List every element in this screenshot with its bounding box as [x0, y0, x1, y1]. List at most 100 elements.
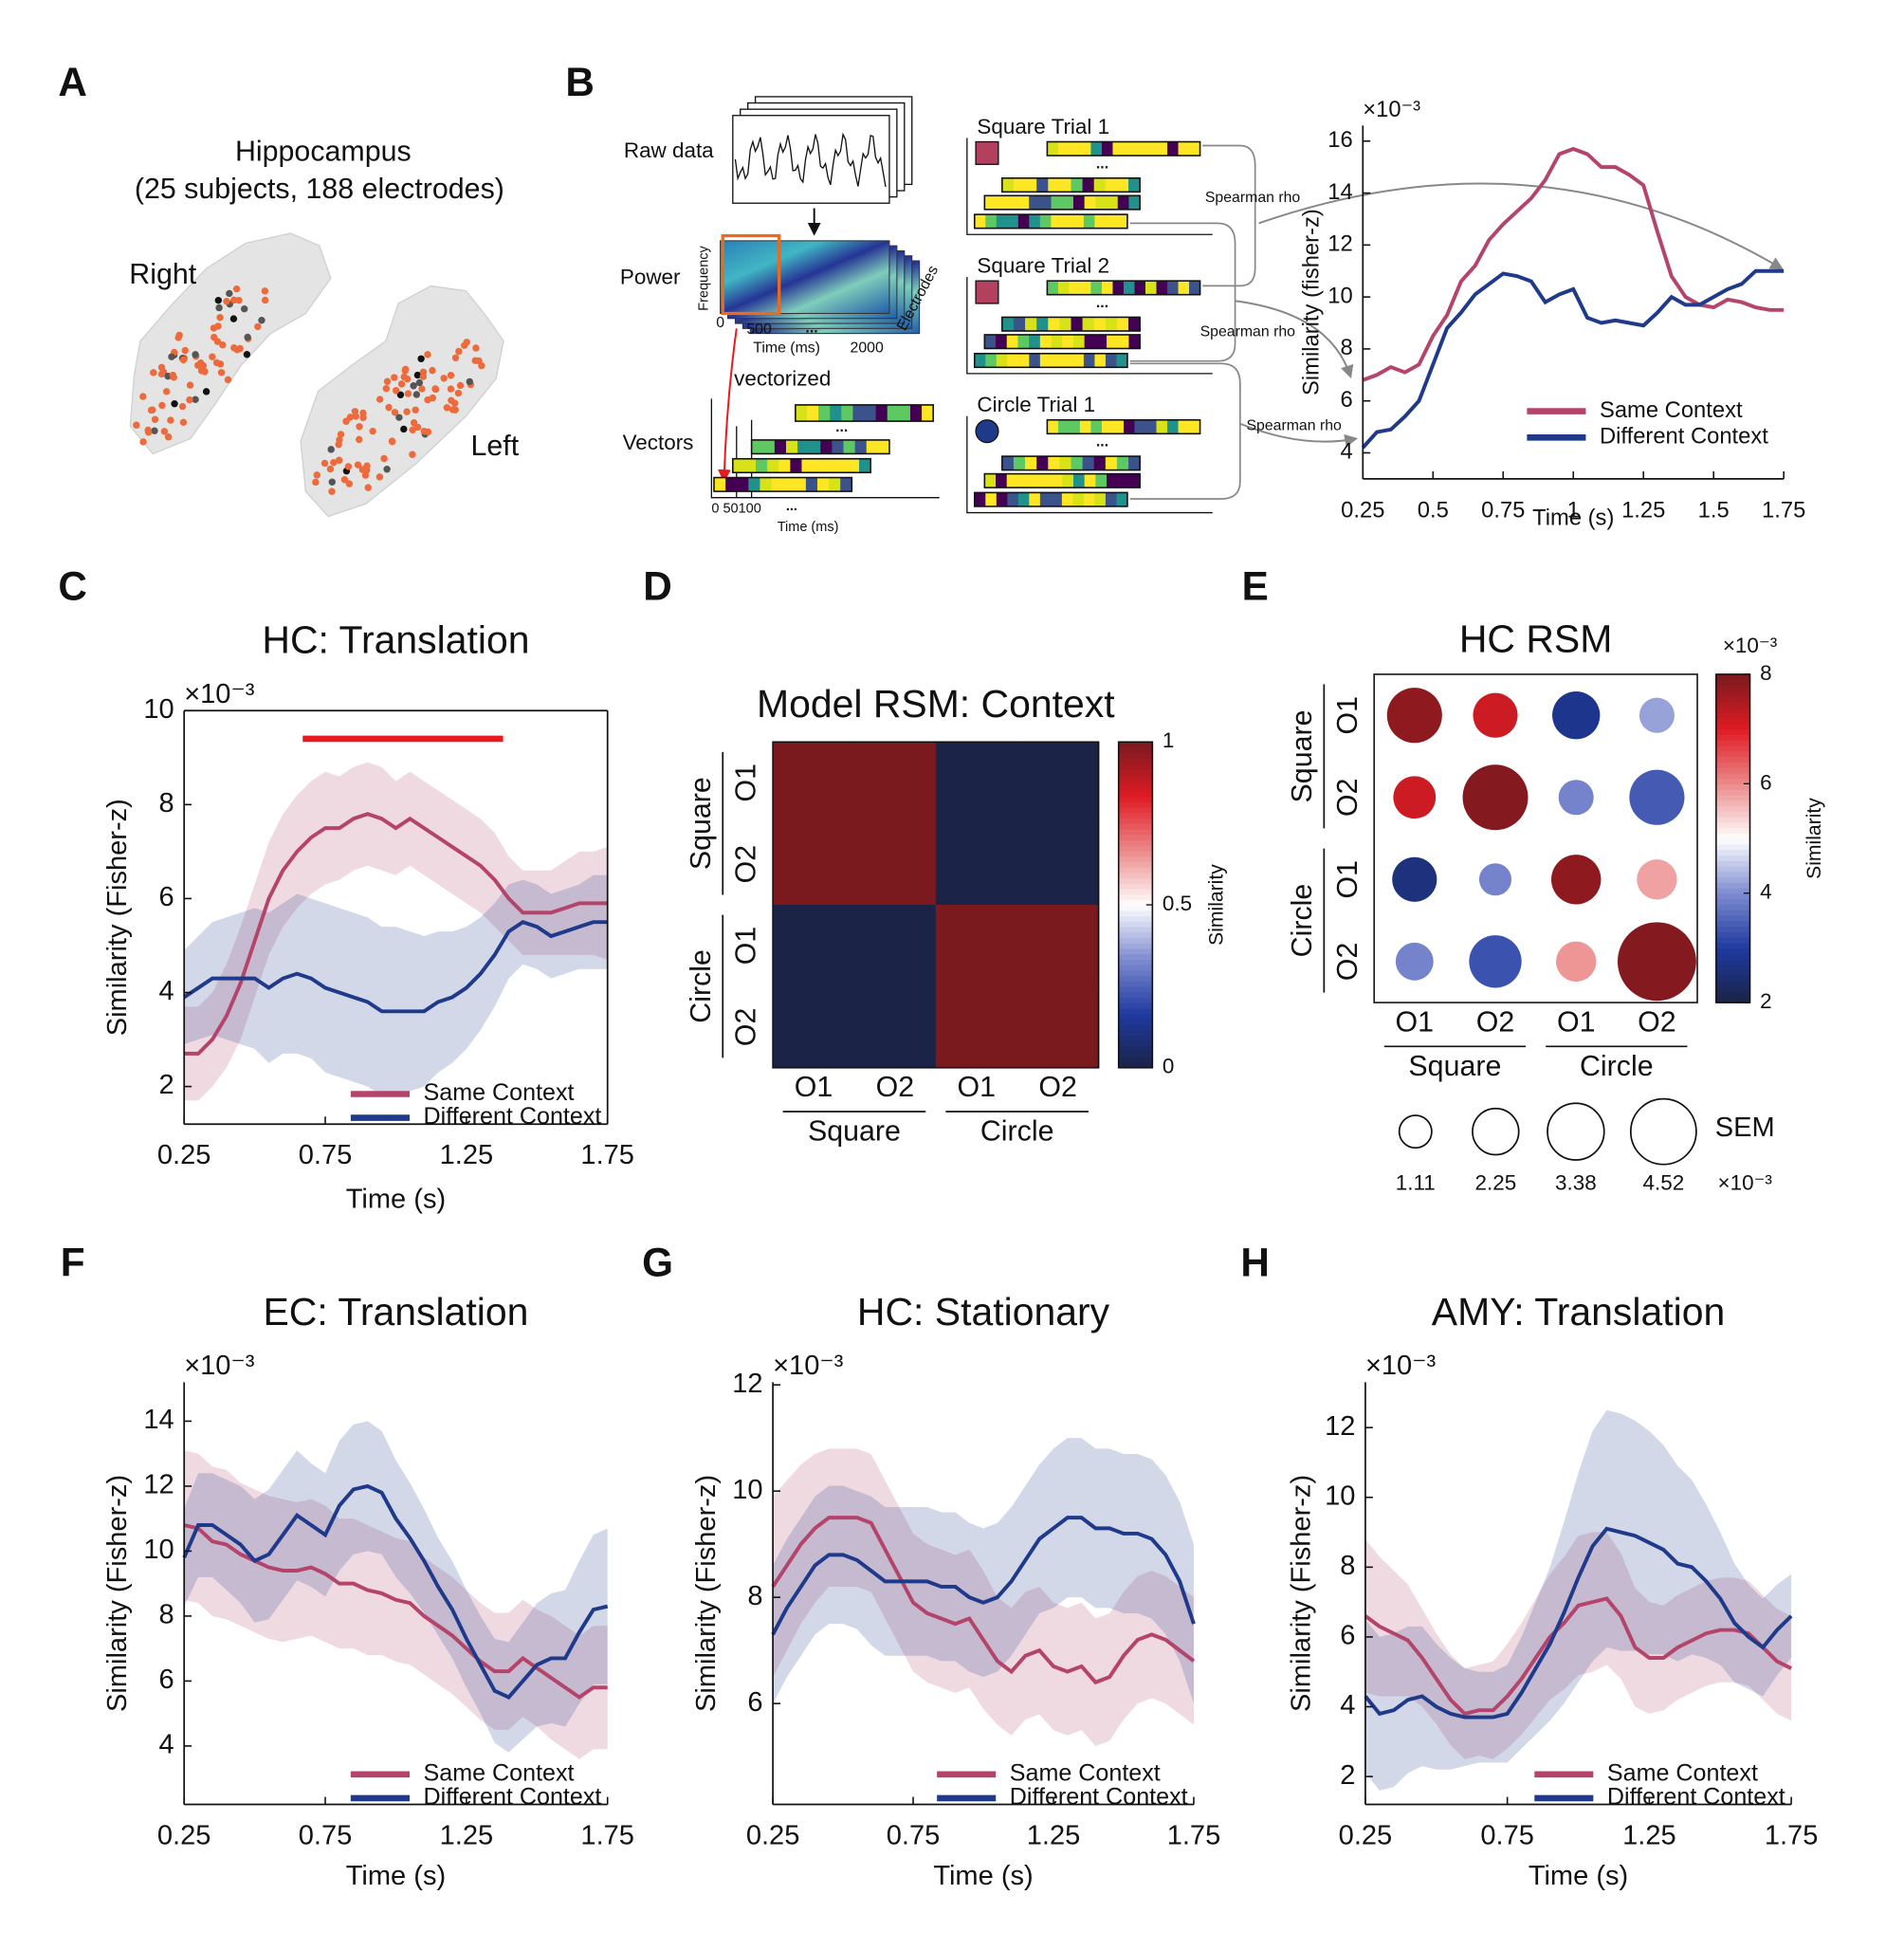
vector-segment: [1059, 177, 1072, 193]
vector-bar: [795, 404, 934, 422]
line: [1361, 268, 1785, 450]
chart-title: HC RSM: [1459, 616, 1612, 660]
y-multiplier: ×10⁻³: [773, 1351, 844, 1381]
vector-segment: [1105, 456, 1118, 470]
vector-segment: [1107, 195, 1119, 210]
electrode: [472, 344, 480, 352]
panel-letter: G: [642, 1241, 673, 1285]
label: Raw data: [624, 138, 714, 162]
y-tick-label: 8: [1340, 1551, 1355, 1581]
vector-segment: [1013, 317, 1026, 331]
label: Power: [620, 265, 681, 288]
trial-axis: [966, 277, 1213, 375]
colorbar-step: [1715, 756, 1750, 763]
vector-segment: [1072, 195, 1086, 210]
colorbar-step: [1118, 1029, 1153, 1037]
colorbar-step: [1715, 783, 1750, 790]
vector-bar: [1046, 140, 1201, 156]
vector-segment: [1094, 353, 1107, 368]
electrode: [461, 341, 468, 350]
y-tick-label: 4: [158, 1730, 174, 1760]
row-label: O2: [730, 845, 762, 884]
colorbar-step: [1118, 834, 1153, 840]
vector-segment: [1101, 419, 1114, 434]
vector-segment: [806, 404, 819, 422]
vector-segment: [1082, 456, 1095, 470]
panel-letter: C: [58, 563, 87, 608]
error-band: [773, 1438, 1194, 1704]
vector-segment: [1051, 195, 1063, 210]
vector-segment: [782, 477, 796, 492]
y-tick-label: 6: [158, 882, 174, 912]
electrode: [429, 366, 436, 375]
vector-segment: [847, 458, 860, 473]
heatmap-cell: [853, 742, 937, 824]
size-legend-title: SEM: [1715, 1113, 1775, 1143]
vector-segment: [1017, 492, 1030, 506]
vector-segment: [875, 404, 888, 422]
vector-segment: [1006, 334, 1018, 349]
vector-segment: [1051, 214, 1063, 229]
vector-segment: [1057, 141, 1070, 156]
vector-segment: [816, 477, 830, 492]
vector-segment: [1039, 473, 1053, 488]
vector-segment: [1189, 281, 1201, 295]
electrode: [344, 463, 353, 470]
colorbar-step: [1118, 1051, 1153, 1058]
vector-segment: [1178, 281, 1190, 295]
y-axis-label: Similarity (fisher-z): [1299, 209, 1325, 396]
electrode: [375, 473, 384, 481]
legend-label: Same Context: [1010, 1759, 1161, 1786]
left-hippocampus: [300, 285, 504, 518]
vector-segment: [996, 195, 1008, 210]
x-tick-label: 1.75: [1765, 1821, 1819, 1851]
row-group-label: Circle: [1286, 884, 1318, 958]
electrode: [223, 298, 230, 305]
vector-segment: [1101, 281, 1114, 295]
panel-letter: B: [565, 60, 595, 104]
electrode: [417, 355, 425, 362]
legend-label: Same Context: [1607, 1759, 1758, 1786]
bubble: [1639, 697, 1675, 733]
vector-segment: [1047, 281, 1059, 295]
y-tick-label: 6: [1340, 1621, 1355, 1651]
vector-segment: [1017, 353, 1030, 368]
x-tick-label: 0.75: [1481, 497, 1525, 523]
electrode: [261, 296, 269, 304]
vector-segment: [832, 439, 845, 454]
electrode: [336, 456, 343, 464]
electrode: [330, 458, 338, 467]
row-group-label: Circle: [685, 949, 717, 1023]
vector-segment: [1156, 281, 1168, 295]
electrode: [447, 385, 455, 393]
colorbar-step: [1715, 865, 1750, 873]
vector-segment: [795, 404, 808, 422]
vector-bar: [983, 194, 1141, 211]
colorbar-step: [1715, 745, 1750, 752]
vector-bar: [1046, 280, 1201, 296]
y-axis-label: Similarity (Fisher-z): [102, 1475, 133, 1712]
electrode: [243, 351, 251, 359]
x-tick-label: 1.75: [580, 1821, 634, 1851]
colorbar-step: [1118, 850, 1153, 857]
vector-segment: [1006, 195, 1018, 210]
legend-label: Different Context: [1607, 1784, 1785, 1811]
vector-segment: [1036, 317, 1049, 331]
electrode: [431, 385, 439, 393]
region-title: Hippocampus: [235, 135, 412, 167]
row-label: O2: [1331, 778, 1364, 817]
bubble: [1393, 776, 1437, 819]
vector-segment: [732, 458, 745, 473]
colorbar-step: [1118, 872, 1153, 879]
electrode: [356, 423, 363, 431]
vector-bar: [750, 439, 890, 455]
error-band: [184, 874, 608, 1096]
colorbar-step: [1715, 909, 1750, 916]
vector-segment: [1090, 141, 1103, 156]
vector-segment: [1072, 214, 1085, 229]
vector-segment: [1083, 492, 1095, 506]
vector-segment: [1029, 214, 1041, 229]
colorbar-step: [1118, 943, 1153, 949]
electrode: [326, 465, 335, 473]
